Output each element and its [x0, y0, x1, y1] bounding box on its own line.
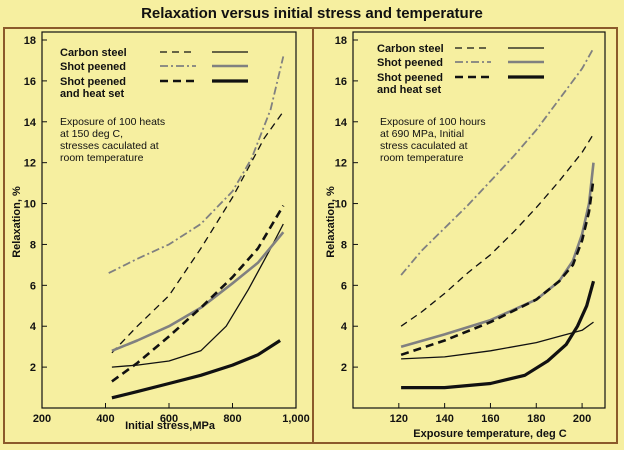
series-line-dashdot-gray	[400, 47, 595, 276]
x-tick-label: 800	[223, 413, 241, 425]
y-tick-label: 2	[30, 362, 36, 374]
y-tick-label: 16	[24, 76, 36, 88]
legend: Carbon steel Shot peened Shot peened and he…	[60, 47, 248, 100]
y-tick-label: 10	[335, 199, 347, 211]
y-tick-label: 14	[335, 117, 348, 129]
y-tick-label: 6	[30, 280, 36, 292]
figure-frame	[3, 27, 618, 444]
chart-title: Relaxation versus initial stress and tem…	[141, 5, 483, 22]
plot-area	[352, 31, 606, 409]
legend-label: Shot peened and heat set	[60, 76, 126, 100]
legend: Carbon steel Shot peened Shot peened and he…	[377, 43, 544, 96]
x-axis-label: Initial stress,MPa	[125, 420, 216, 432]
legend-label: Carbon steel	[60, 47, 127, 59]
legend-label: Carbon steel	[377, 43, 444, 55]
series-line-solid-gray	[400, 162, 595, 348]
series-line-dashed	[400, 133, 595, 327]
y-tick-label: 4	[30, 321, 37, 333]
panel-right: 2 4 6 8 10 12 14 16 18 120 140 160 180 200 Exposure te…	[325, 31, 606, 440]
y-tick-label: 12	[335, 158, 347, 170]
panel-divider	[312, 27, 314, 444]
y-tick-label: 10	[24, 199, 36, 211]
series-line-dashed	[111, 111, 284, 354]
x-tick-label: 160	[481, 413, 499, 425]
y-tick-label: 14	[24, 117, 37, 129]
series-line-solid-thick	[401, 280, 596, 390]
x-tick-label: 200	[33, 413, 51, 425]
y-tick-label: 2	[341, 362, 347, 374]
legend-label: Shot peened and heat set	[377, 72, 443, 96]
series-line-dashed-thick	[111, 204, 285, 383]
x-tick-label: 400	[96, 413, 114, 425]
annotation: Exposure of 100 hours at 690 MPa, Initial…	[380, 116, 486, 164]
x-tick-label: 180	[527, 413, 545, 425]
series-line-solid-thick	[111, 339, 281, 400]
y-tick-label: 16	[335, 76, 347, 88]
series-line-dashed-thick	[400, 178, 595, 357]
panel-left: 2 4 6 8 10 12 14 16 18 200 400 600 800 1,000 Initial s…	[11, 31, 310, 432]
legend-label: Shot peened	[377, 57, 443, 69]
y-axis-label: Relaxation, %	[11, 186, 23, 258]
x-tick-label: 600	[160, 413, 178, 425]
series-line-solid-gray	[111, 231, 285, 353]
y-tick-label: 6	[341, 280, 347, 292]
y-axis-label: Relaxation, %	[325, 186, 337, 258]
x-tick-label: 120	[390, 413, 408, 425]
series-line-solid	[401, 321, 594, 360]
annotation: Exposure of 100 heats at 150 deg C, stress…	[60, 116, 165, 164]
x-axis-label: Exposure temperature, deg C	[413, 428, 566, 440]
y-tick-label: 8	[341, 239, 347, 251]
legend-label: Shot peened	[60, 61, 126, 73]
y-tick-label: 4	[341, 321, 348, 333]
series-line-solid	[111, 223, 284, 368]
series-line-dashdot-gray	[108, 56, 285, 274]
y-tick-label: 8	[30, 239, 36, 251]
y-tick-label: 18	[335, 35, 347, 47]
y-tick-label: 12	[24, 158, 36, 170]
y-tick-label: 18	[24, 35, 36, 47]
x-tick-label: 140	[435, 413, 453, 425]
x-tick-label: 200	[573, 413, 591, 425]
x-tick-label: 1,000	[282, 413, 310, 425]
